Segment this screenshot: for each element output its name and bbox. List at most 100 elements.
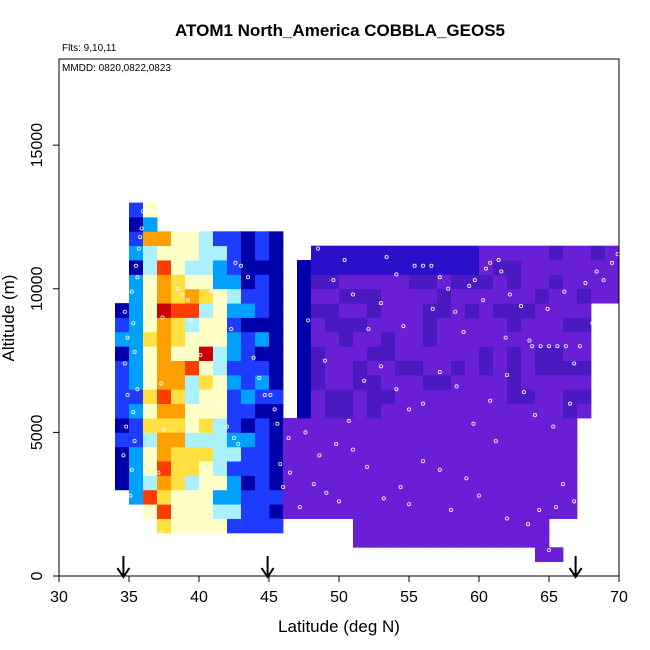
heatmap-cell: [549, 403, 564, 419]
flight-point: [139, 226, 144, 231]
flight-point: [229, 326, 234, 331]
heatmap-cell: [199, 475, 214, 491]
heatmap-cell: [143, 403, 158, 419]
heatmap-cell: [269, 331, 284, 347]
heatmap-cell: [213, 461, 228, 476]
heatmap-cell: [493, 489, 508, 505]
heatmap-cell: [213, 446, 228, 462]
heatmap-cell: [157, 461, 172, 476]
flight-point: [262, 393, 267, 398]
heatmap-cell: [367, 260, 382, 275]
heatmap-cell: [465, 461, 480, 476]
heatmap-cell: [437, 446, 452, 462]
heatmap-cell: [255, 518, 270, 534]
flight-point: [121, 453, 126, 458]
heatmap-cell: [171, 389, 186, 405]
heatmap-cell: [409, 475, 424, 491]
heatmap-cell: [171, 360, 186, 376]
heatmap-cell: [241, 418, 256, 433]
heatmap-cell: [451, 245, 466, 261]
heatmap-cell: [549, 547, 564, 563]
heatmap-cell: [339, 360, 354, 376]
flight-point: [583, 281, 588, 286]
heatmap-cell: [339, 303, 354, 318]
flight-point: [209, 289, 214, 294]
heatmap-cell: [395, 288, 410, 304]
heatmap-cell: [605, 274, 620, 290]
heatmap-cell: [269, 360, 284, 376]
heatmap-cell: [395, 489, 410, 505]
heatmap-cell: [143, 374, 158, 390]
heatmap-cell: [115, 331, 130, 347]
heatmap-cell: [563, 360, 578, 376]
heatmap-cell: [157, 303, 172, 318]
heatmap-cell: [325, 260, 340, 275]
heatmap-cell: [283, 418, 298, 433]
heatmap-cell: [535, 260, 550, 275]
flight-point: [315, 246, 320, 251]
heatmap-cell: [353, 532, 368, 548]
heatmap-cell: [493, 274, 508, 290]
heatmap-cell: [549, 288, 564, 304]
heatmap-cell: [199, 518, 214, 534]
heatmap-cell: [311, 303, 326, 318]
heatmap-cell: [353, 346, 368, 361]
heatmap-cell: [549, 274, 564, 290]
heatmap-cell: [479, 288, 494, 304]
heatmap-cell: [269, 518, 284, 534]
flight-point: [283, 387, 288, 392]
heatmap-cell: [185, 446, 200, 462]
heatmap-cell: [521, 418, 536, 433]
heatmap-cell: [185, 346, 200, 361]
flight-point: [401, 324, 406, 329]
heatmap-cell: [423, 489, 438, 505]
heatmap-cell: [395, 504, 410, 519]
flight-point: [308, 232, 313, 237]
heatmap-cell: [381, 403, 396, 419]
flight-point: [245, 275, 250, 280]
heatmap-cell: [563, 346, 578, 361]
heatmap-cell: [507, 374, 522, 390]
heatmap-cell: [199, 288, 214, 304]
heatmap-cell: [199, 374, 214, 390]
heatmap-cell: [437, 532, 452, 548]
heatmap-cell: [535, 303, 550, 318]
heatmap-cell: [129, 303, 144, 318]
heatmap-cell: [353, 489, 368, 505]
heatmap-cell: [143, 504, 158, 519]
heatmap-cell: [577, 245, 592, 261]
heatmap-cell: [423, 389, 438, 405]
heatmap-cell: [507, 518, 522, 534]
heatmap-cell: [493, 346, 508, 361]
heatmap-cell: [143, 446, 158, 462]
heatmap-cell: [577, 331, 592, 347]
heatmap-cell: [535, 547, 550, 563]
heatmap-cell: [353, 461, 368, 476]
heatmap-cell: [353, 274, 368, 290]
heatmap-cell: [185, 288, 200, 304]
heatmap-cell: [465, 489, 480, 505]
flight-point: [287, 470, 292, 475]
heatmap-cell: [171, 475, 186, 491]
heatmap-cell: [563, 403, 578, 419]
flight-point: [210, 387, 215, 392]
heatmap-cell: [451, 518, 466, 534]
heatmap-cell: [409, 532, 424, 548]
heatmap-cell: [395, 418, 410, 433]
heatmap-cell: [367, 518, 382, 534]
heatmap-cell: [129, 245, 144, 261]
heatmap-cell: [115, 346, 130, 361]
heatmap-cell: [563, 331, 578, 347]
heatmap-cell: [479, 374, 494, 390]
flight-point: [159, 530, 164, 535]
heatmap-cell: [171, 374, 186, 390]
heatmap-cell: [227, 288, 242, 304]
heatmap-cell: [339, 504, 354, 519]
heatmap-cell: [185, 518, 200, 534]
heatmap-cell: [409, 518, 424, 534]
heatmap-cell: [521, 446, 536, 462]
heatmap-cell: [465, 360, 480, 376]
heatmap-cell: [409, 446, 424, 462]
heatmap-cell: [269, 403, 284, 419]
heatmap-cell: [535, 532, 550, 548]
